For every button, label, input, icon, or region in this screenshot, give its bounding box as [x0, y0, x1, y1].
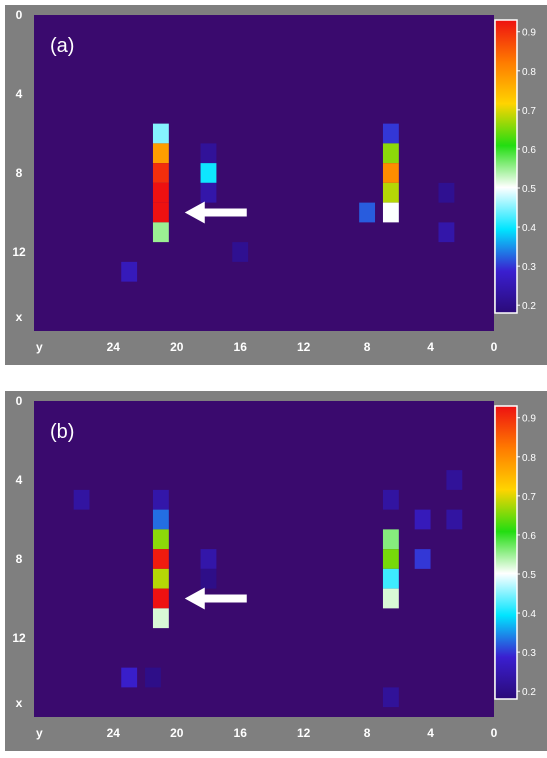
heatmap-cell: [73, 489, 90, 510]
heatmap-cell: [382, 163, 399, 183]
y-tick-label: 12: [297, 726, 311, 740]
colorbar-tick-label: 0.5: [522, 570, 536, 581]
panel-label: (b): [50, 421, 74, 443]
heatmap-cell: [152, 529, 169, 550]
y-tick-label: 16: [234, 340, 248, 354]
colorbar-tick-label: 0.8: [522, 453, 536, 464]
heatmap-cell: [438, 182, 455, 203]
heatmap-cell: [232, 242, 249, 262]
y-tick-label: 0: [491, 340, 498, 354]
y-axis-label: y: [36, 340, 43, 354]
heatmap-cell: [382, 143, 399, 164]
heatmap-cell: [121, 667, 138, 688]
heatmap-cell: [152, 222, 169, 243]
y-tick-label: 8: [364, 340, 371, 354]
panel-a: (a) 0 4 8 12 x 24 20 16 12 8 4 0 y 0.9 0.8 0.7 0.6 0.5 0.4 0…: [5, 5, 547, 365]
colorbar-tick-label: 0.3: [522, 648, 536, 659]
heatmap-cell: [152, 123, 169, 144]
heatmap-cell: [382, 549, 399, 569]
x-tick-label: 12: [12, 631, 26, 645]
y-axis-label: y: [36, 726, 43, 740]
y-tick-label: 20: [170, 340, 184, 354]
y-tick-label: 4: [427, 340, 434, 354]
y-tick-label: 20: [170, 726, 184, 740]
heatmap-cell: [200, 549, 217, 569]
x-tick-label: 12: [12, 245, 26, 259]
heatmap-cell: [145, 667, 161, 688]
heatmap-cell: [414, 549, 431, 569]
colorbar-tick-label: 0.6: [522, 531, 536, 542]
x-axis-label: x: [16, 696, 23, 710]
map-area: [34, 15, 494, 331]
x-tick-label: 8: [16, 166, 23, 180]
arrow-pointer: [184, 201, 247, 224]
colorbar-tick-label: 0.2: [522, 687, 536, 698]
heatmap-cell: [152, 489, 169, 510]
heatmap-panel-a: (a) 0 4 8 12 x 24 20 16 12 8 4 0 y 0.9 0.8 0.7 0.6 0.5 0.4 0…: [12, 8, 536, 354]
x-axis-label: x: [16, 310, 23, 324]
heatmap-cell: [200, 143, 217, 164]
heatmap-cell: [382, 489, 399, 510]
heatmap-cell: [152, 608, 169, 629]
x-tick-label: 0: [16, 8, 23, 22]
heatmap-cell: [382, 687, 399, 708]
arrow-pointer: [184, 587, 247, 610]
x-tick-label: 4: [16, 473, 23, 487]
heatmap-cell: [152, 588, 169, 609]
heatmap-cell: [359, 202, 376, 223]
heatmap-cell: [200, 182, 217, 203]
heatmap-cell: [152, 163, 169, 183]
colorbar-tick-label: 0.6: [522, 145, 536, 156]
colorbar-tick-label: 0.2: [522, 301, 536, 312]
heatmap-cell: [200, 163, 217, 183]
y-tick-label: 16: [234, 726, 248, 740]
x-tick-label: 8: [16, 552, 23, 566]
colorbar-tick-label: 0.8: [522, 67, 536, 78]
heatmap-cell: [152, 182, 169, 203]
heatmap-cell: [382, 202, 399, 223]
y-tick-label: 24: [107, 340, 121, 354]
colorbar-tick-label: 0.9: [522, 414, 536, 425]
heatmap-cell: [446, 509, 463, 530]
heatmap-cell: [152, 549, 169, 569]
heatmap-cell: [414, 509, 431, 530]
heatmap-cell: [382, 568, 399, 589]
heatmap-cell: [200, 568, 217, 589]
heatmap-cell: [438, 222, 455, 243]
heatmap-panel-b: (b) 0 4 8 12 x 24 20 16 12 8 4 0 y 0.9 0.8 0.7 0.6 0.5 0.4 0…: [12, 394, 536, 740]
colorbar: [494, 19, 518, 314]
panel-b: (b) 0 4 8 12 x 24 20 16 12 8 4 0 y 0.9 0.8 0.7 0.6 0.5 0.4 0…: [5, 391, 547, 751]
heatmap-cell: [152, 143, 169, 164]
y-tick-label: 8: [364, 726, 371, 740]
panel-label: (a): [50, 35, 74, 57]
heatmap-cell: [382, 588, 399, 609]
heatmap-cell: [446, 470, 463, 490]
x-tick-label: 0: [16, 394, 23, 408]
heatmap-cell: [382, 123, 399, 144]
colorbar-tick-label: 0.5: [522, 184, 536, 195]
colorbar-tick-label: 0.7: [522, 492, 536, 503]
heatmap-cell: [382, 182, 399, 203]
y-tick-label: 0: [491, 726, 498, 740]
heatmap-cell: [152, 568, 169, 589]
colorbar-tick-label: 0.3: [522, 262, 536, 273]
heatmap-cell: [382, 529, 399, 550]
colorbar-tick-label: 0.7: [522, 106, 536, 117]
y-tick-label: 12: [297, 340, 311, 354]
y-tick-label: 4: [427, 726, 434, 740]
colorbar-tick-label: 0.9: [522, 28, 536, 39]
y-tick-label: 24: [107, 726, 121, 740]
heatmap-cell: [152, 509, 169, 530]
colorbar-tick-label: 0.4: [522, 223, 536, 234]
colorbar: [494, 405, 518, 700]
colorbar-tick-label: 0.4: [522, 609, 536, 620]
heatmap-cell: [152, 202, 169, 223]
x-tick-label: 4: [16, 87, 23, 101]
heatmap-cell: [121, 261, 138, 282]
